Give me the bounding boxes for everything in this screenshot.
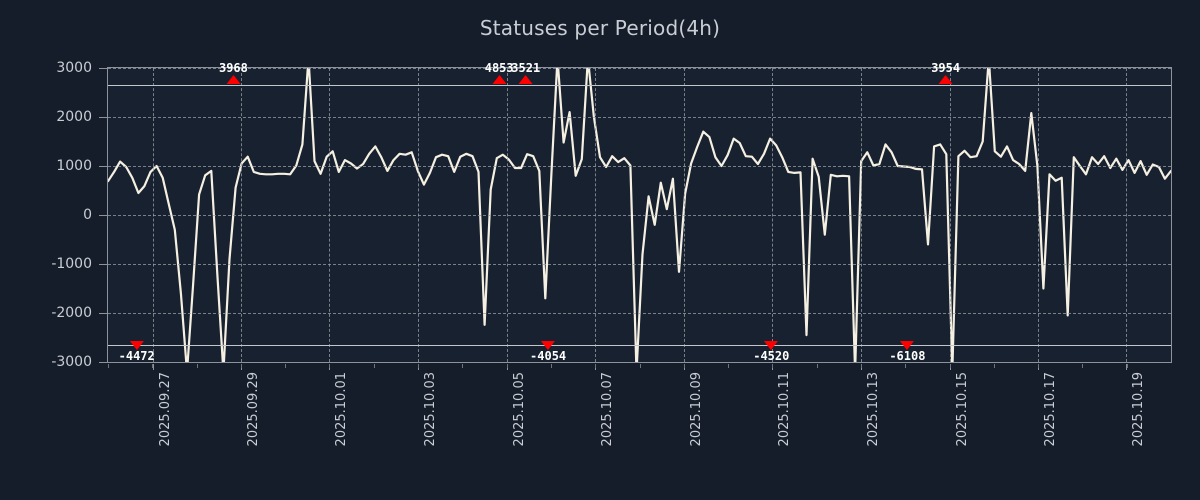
y-axis-tick-label: -2000 [51,305,92,321]
gridline-vertical [329,68,331,362]
gridline-vertical [684,68,686,362]
x-axis-minor-tick [1038,364,1040,368]
triangle-marker-icon [492,75,507,85]
x-axis-minor-tick [550,364,552,368]
x-axis-tick-label: 2025.10.11 [777,372,793,447]
gridline-vertical [506,68,508,362]
x-axis-tick-label: 2025.10.15 [954,372,970,447]
x-axis-tick-label: 2025.10.13 [865,372,881,447]
y-axis-tick-label: 2000 [56,109,92,125]
x-axis-minor-tick [772,364,774,368]
x-axis-minor-tick [506,364,508,368]
annotation-label: -4472 [118,348,155,363]
gridline-vertical [152,68,154,362]
x-axis-minor-tick [993,364,995,368]
extreme-value-annotation: 3954 [931,61,961,85]
clip-boundary-line [108,85,1171,87]
y-axis-tick-label: -1000 [51,256,92,272]
x-axis-tick-label: 2025.10.19 [1131,372,1147,447]
annotation-label: 3954 [931,61,961,76]
extreme-value-annotation: -6108 [889,340,926,363]
x-axis-tick-label: 2025.10.07 [599,372,615,447]
y-axis-tick-mark [99,264,107,265]
x-axis-tick-label: 2025.09.27 [157,372,173,447]
x-axis-minor-tick [683,364,685,368]
x-axis-tick-label: 2025.10.09 [689,372,705,447]
gridline-horizontal [108,313,1171,314]
extreme-value-annotation: 3968 [218,61,248,85]
annotation-label: 3521 [511,61,541,76]
x-axis-minor-tick [816,364,818,368]
triangle-marker-icon [938,75,953,85]
triangle-marker-icon [900,340,915,350]
gridline-vertical [860,68,862,362]
x-axis-minor-tick [1082,364,1084,368]
x-axis-minor-tick [639,364,641,368]
triangle-marker-icon [764,340,779,350]
x-axis-minor-tick [462,364,464,368]
gridline-horizontal [108,68,1171,69]
annotation-label: 3968 [218,61,248,76]
annotation-label: -4054 [530,348,567,363]
gridline-vertical [418,68,420,362]
plot-area [107,67,1172,363]
clip-boundary-line [108,344,1171,346]
triangle-marker-icon [518,75,533,85]
gridline-vertical [772,68,774,362]
x-axis-minor-tick [285,364,287,368]
x-axis-minor-tick [728,364,730,368]
x-axis-minor-tick [949,364,951,368]
y-axis-tick-mark [99,117,107,118]
gridline-vertical [1038,68,1040,362]
extreme-value-annotation: -4520 [753,340,790,363]
gridline-horizontal [108,362,1171,363]
x-axis-tick-label: 2025.10.01 [334,372,350,447]
y-axis-tick-mark [99,313,107,314]
annotation-label: -4520 [753,348,790,363]
x-axis-minor-tick [595,364,597,368]
gridline-vertical [1126,68,1128,362]
x-axis-minor-tick [905,364,907,368]
annotation-label: 4853 [484,61,514,76]
y-axis-tick-label: 3000 [56,60,92,76]
x-axis-tick-label: 2025.09.29 [245,372,261,447]
gridline-vertical [594,68,596,362]
extreme-value-annotation: 3521 [511,61,541,85]
x-axis-tick-label: 2025.10.05 [511,372,527,447]
x-axis-minor-tick [108,364,109,368]
extreme-value-annotation: -4472 [118,340,155,363]
gridline-horizontal [108,264,1171,265]
triangle-marker-icon [129,340,144,350]
x-axis-minor-tick [373,364,375,368]
gridline-horizontal [108,166,1171,167]
triangle-marker-icon [541,340,556,350]
x-axis-tick-label: 2025.10.17 [1043,372,1059,447]
x-axis-minor-tick [152,364,154,368]
extreme-value-annotation: -4054 [530,340,567,363]
x-axis-tick-label: 2025.10.03 [423,372,439,447]
y-axis-tick-mark [99,166,107,167]
gridline-vertical [949,68,951,362]
x-axis-minor-tick [196,364,198,368]
y-axis-tick-mark [99,68,107,69]
gridline-horizontal [108,215,1171,216]
x-axis-minor-tick [329,364,331,368]
triangle-marker-icon [226,75,241,85]
y-axis-tick-mark [99,215,107,216]
y-axis-tick-label: -3000 [51,354,92,370]
x-axis-minor-tick [1126,364,1128,368]
x-axis-minor-tick [860,364,862,368]
chart-title: Statuses per Period(4h) [479,16,721,40]
data-series-line [108,68,1171,362]
annotation-label: -6108 [889,348,926,363]
gridline-vertical [240,68,242,362]
extreme-value-annotation: 4853 [484,61,514,85]
y-axis-tick-label: 0 [83,207,92,223]
x-axis-minor-tick [418,364,420,368]
x-axis-minor-tick [240,364,242,368]
y-axis-tick-label: 1000 [56,158,92,174]
y-axis-tick-mark [99,362,107,363]
gridline-horizontal [108,117,1171,118]
